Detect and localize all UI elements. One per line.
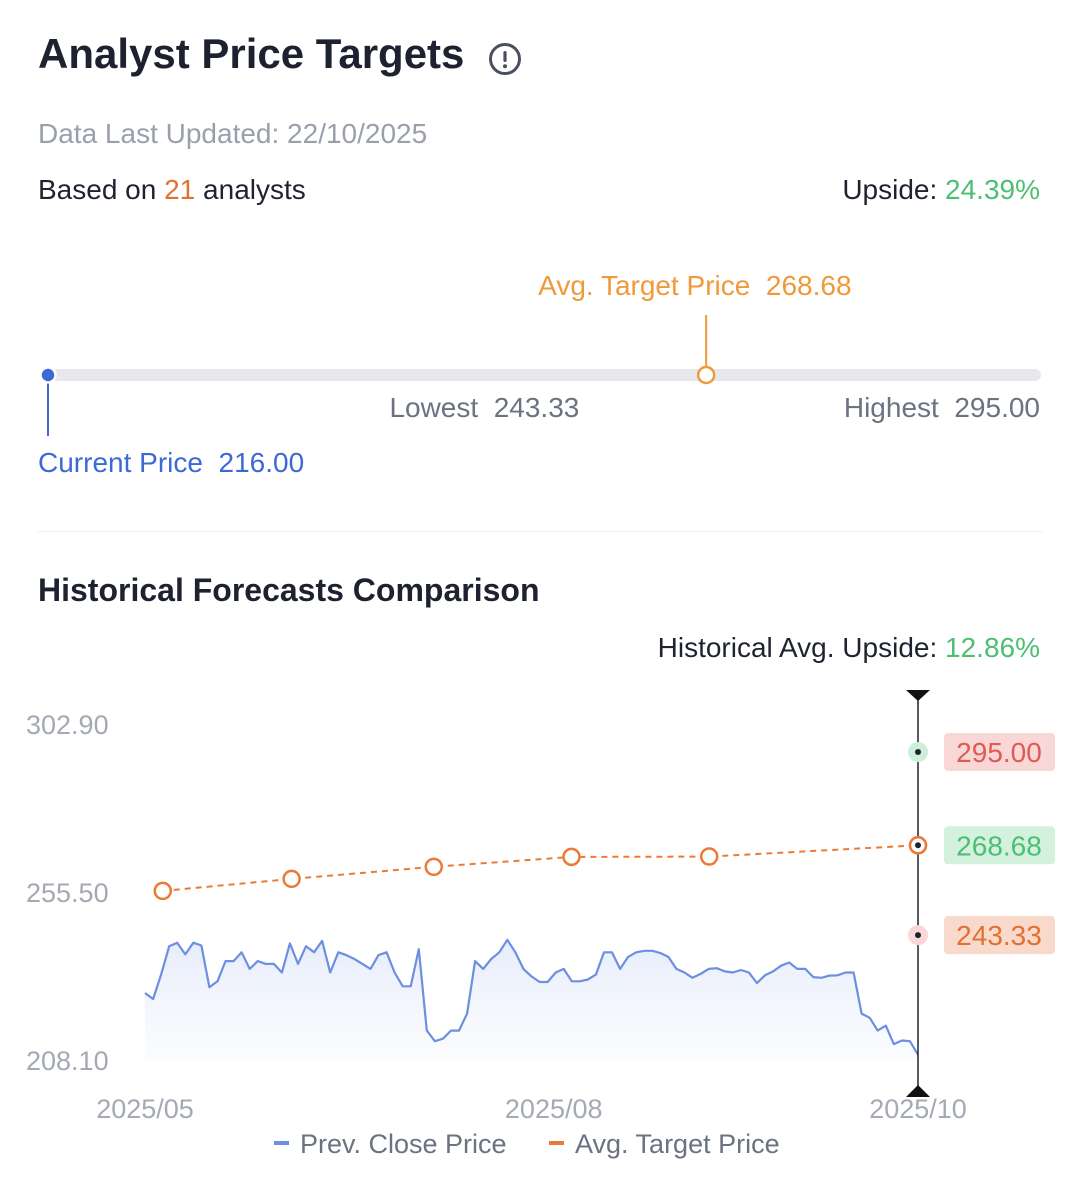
marker-value-badge: [944, 733, 1055, 771]
crosshair-top-marker: [906, 690, 930, 701]
info-icon[interactable]: [488, 42, 522, 76]
historical-forecast-chart[interactable]: 302.90 255.50 208.10 2025/05 2025/08 2025/10…: [0, 680, 1080, 1199]
upside-value: 24.39%: [945, 174, 1040, 205]
avg-target-line: [162, 844, 919, 892]
marker-value-badge: [944, 826, 1055, 865]
avg-target-value: 268.68: [765, 270, 852, 301]
x-tick-label: 2025/05: [96, 1094, 194, 1124]
based-prefix: Based on: [38, 174, 165, 205]
avg-target-caption: Avg. Target Price: [538, 270, 751, 301]
marker-value-badge: [944, 916, 1055, 955]
analyst-count: 21: [164, 174, 196, 205]
current-price-marker: [39, 366, 57, 384]
marker-value-label: 268.68: [956, 830, 1042, 861]
upside-text: Upside: 24.39%: [842, 174, 1040, 206]
historical-upside-value: 12.86%: [945, 632, 1040, 663]
target-markers: 295.00 268.68 243.33: [908, 733, 1055, 955]
avg-target-point: [562, 847, 581, 867]
historical-upside-text: Historical Avg. Upside: 12.86%: [658, 632, 1040, 664]
avg-target-point: [282, 869, 301, 889]
highest-target-label: Highest 295.00: [844, 392, 1040, 424]
legend-label: Prev. Close Price: [300, 1129, 507, 1159]
prev-close-area: [145, 939, 918, 1060]
highest-caption: Highest: [843, 392, 939, 423]
crosshair-bottom-marker: [906, 1085, 930, 1097]
chart-legend: Prev. Close Price Avg. Target Price: [274, 1129, 780, 1159]
marker-dot: [915, 749, 921, 755]
x-tick-label: 2025/08: [505, 1094, 603, 1124]
analyst-count-text: Based on 21 analysts: [38, 174, 306, 206]
page-title: Analyst Price Targets: [38, 30, 465, 77]
prev-close-line: [144, 938, 919, 1056]
marker-value-label: 295.00: [956, 737, 1042, 768]
lowest-target-label: Lowest 243.33: [389, 392, 579, 424]
y-axis: 302.90 255.50 208.10: [26, 710, 109, 1076]
x-tick-label: 2025/10: [869, 1094, 967, 1124]
current-price-value: 216.00: [218, 447, 305, 478]
avg-target-points: [153, 836, 928, 901]
upside-label: Upside:: [842, 174, 946, 205]
legend-swatch: [549, 1141, 564, 1145]
avg-target-marker: [696, 365, 716, 385]
based-suffix: analysts: [195, 174, 306, 205]
marker-dot: [915, 932, 921, 939]
y-tick-label: 255.50: [26, 878, 109, 908]
section-divider: [38, 531, 1042, 532]
x-axis: 2025/05 2025/08 2025/10: [96, 1094, 967, 1124]
last-updated-date: 22/10/2025: [287, 118, 428, 149]
price-range-bar: [39, 315, 1041, 436]
y-tick-label: 208.10: [26, 1046, 109, 1076]
marker-dot: [915, 842, 921, 849]
marker-value-label: 243.33: [956, 920, 1042, 951]
avg-target-point: [153, 881, 173, 901]
current-price-caption: Current Price: [38, 447, 203, 478]
last-updated: Data Last Updated: 22/10/2025: [38, 118, 427, 150]
lowest-caption: Lowest: [389, 392, 479, 423]
section-title: Historical Forecasts Comparison: [38, 572, 540, 608]
current-price-label: Current Price 216.00: [38, 447, 304, 479]
legend-label: Avg. Target Price: [575, 1129, 780, 1159]
avg-target-label: Avg. Target Price 268.68: [538, 270, 851, 302]
avg-target-point: [699, 847, 719, 866]
last-updated-label: Data Last Updated:: [38, 118, 288, 149]
historical-upside-label: Historical Avg. Upside:: [657, 632, 946, 663]
lowest-value: 243.33: [493, 392, 580, 423]
avg-target-point: [424, 857, 444, 877]
highest-value: 295.00: [954, 392, 1040, 423]
y-tick-label: 302.90: [26, 710, 109, 740]
legend-swatch: [274, 1141, 289, 1145]
